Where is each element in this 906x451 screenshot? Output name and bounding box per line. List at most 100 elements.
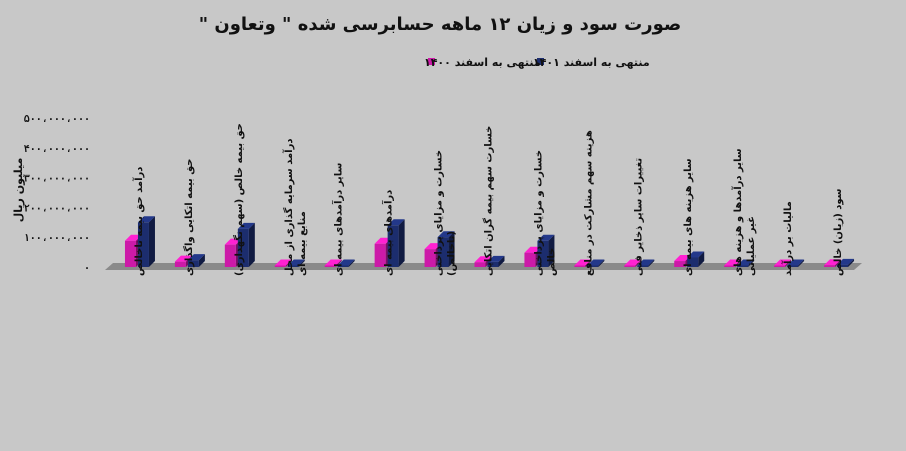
bar-1400 (324, 259, 342, 267)
bar-top (324, 259, 342, 266)
bar-1400 (824, 259, 842, 267)
bar-top (274, 259, 292, 266)
category-label: درآمد حق بیمه ناخالص (132, 167, 145, 276)
bar-front (624, 265, 636, 267)
category-label-line: مالیات بر درآمد (781, 201, 794, 276)
bar-1401 (737, 259, 755, 267)
y-axis-ticks: ۰ ۱۰۰،۰۰۰،۰۰۰ ۲۰۰،۰۰۰،۰۰۰ ۳۰۰،۰۰۰،۰۰۰ ۴۰۰،۰۰… (24, 114, 90, 274)
bar-top (837, 258, 855, 265)
category-label: درآمد سرمایه گذاری از محل منابع بیمه ای (282, 139, 308, 276)
category-label-line: حق بیمه اتکایی واگذاری (182, 159, 195, 276)
bar-front (637, 265, 649, 267)
category-label: حق بیمه خالص (سهم نگهداری) (232, 123, 245, 276)
bar-top (287, 259, 305, 266)
bar-front (837, 264, 849, 267)
y-axis-label: میلیون ریال (12, 158, 25, 223)
bar-side (548, 234, 555, 267)
bar-front (587, 265, 599, 267)
bar-1400 (274, 259, 292, 267)
bar-front (224, 244, 236, 267)
bar-side (635, 259, 642, 267)
bar-front (424, 249, 436, 267)
bar-front (724, 265, 736, 267)
legend: منتهی به اسفند ۱۴۰۱ منتهی به اسفند ۱۴۰۰ (424, 56, 650, 69)
bar-front (824, 265, 836, 267)
bar-front (137, 222, 149, 267)
category-label-line: سایر درآمدهای بیمه ای (332, 162, 345, 276)
bar-side (448, 231, 455, 267)
category-label: سایر درآمدها و هزینه های غیر عملیاتی (731, 148, 757, 276)
legend-swatch-1401 (537, 58, 544, 65)
bar-side (398, 219, 405, 267)
category-label-line: خسارت و مزایای پرداختی (533, 150, 544, 276)
category-label-line: منابع بیمه ای (297, 211, 308, 276)
category-label-line: خسارت و مزایای پرداختی (434, 150, 445, 276)
bar-top (424, 243, 442, 250)
bar-side (335, 259, 342, 267)
bar-top (224, 238, 242, 245)
category-label: سود (زیان) خالص (833, 188, 844, 276)
category-label-line: درآمدهای بیمه ای (382, 190, 395, 276)
bar-top (137, 216, 155, 223)
bar-1400 (624, 259, 642, 267)
bar-1401 (687, 251, 705, 267)
bar-side (698, 251, 705, 267)
bar-1401 (337, 259, 355, 267)
bar-side (735, 259, 742, 267)
bar-1401 (587, 259, 605, 267)
y-tick-label: ۱۰۰،۰۰۰،۰۰۰ (24, 233, 90, 244)
bar-side (148, 216, 155, 267)
bar-1401 (787, 259, 805, 267)
bar-1401 (387, 219, 405, 267)
category-label-line: خسارت سهم بیمه گران اتکایی (482, 126, 495, 276)
category-label: تغییرات سایر ذخایر فنی (633, 158, 644, 276)
bar-1401 (837, 258, 855, 267)
bar-front (537, 240, 549, 267)
y-tick-label: ۴۰۰،۰۰۰،۰۰۰ (24, 144, 90, 155)
bar-front (324, 265, 336, 267)
y-tick-label: ۵۰۰،۰۰۰،۰۰۰ (24, 114, 90, 125)
bar-1401 (237, 222, 255, 267)
legend-label-1401: منتهی به اسفند ۱۴۰۱ (533, 56, 650, 69)
bar-top (637, 259, 655, 266)
bar-side (748, 259, 755, 267)
bar-front (474, 262, 486, 267)
bar-top (724, 259, 742, 266)
bar-top (574, 259, 592, 266)
bar-top (824, 259, 842, 266)
bar-side (348, 259, 355, 267)
y-tick-label: ۰ (84, 263, 90, 274)
bar-front (774, 265, 786, 267)
bar-top (674, 255, 692, 262)
bar-top (537, 234, 555, 241)
bar-top (524, 246, 542, 253)
bar-front (437, 237, 449, 267)
bar-1401 (137, 216, 155, 267)
bar-side (798, 259, 805, 267)
bar-top (374, 237, 392, 244)
bar-top (624, 259, 642, 266)
bar-top (187, 254, 205, 261)
bar-side (785, 259, 792, 267)
bar-side (248, 222, 255, 267)
bar-1400 (774, 259, 792, 267)
y-tick-label: ۲۰۰،۰۰۰،۰۰۰ (24, 203, 90, 214)
bar-front (187, 260, 199, 267)
bar-side (298, 259, 305, 267)
bar-front (374, 243, 386, 267)
category-label: خسارت سهم بیمه گران اتکایی (482, 126, 495, 276)
legend-label-1400: منتهی به اسفند ۱۴۰۰ (424, 56, 541, 69)
category-label-line: حق بیمه خالص (سهم نگهداری) (232, 123, 245, 276)
bar-top (237, 222, 255, 229)
bar-front (237, 228, 249, 267)
bar-top (474, 256, 492, 263)
category-label-line: هزینه سهم مشارکت در منافع (583, 130, 594, 276)
category-label: مالیات بر درآمد (781, 201, 794, 276)
legend-swatch-1400 (428, 58, 435, 65)
bar-front (687, 257, 699, 267)
bar-front (674, 261, 686, 267)
bar-side (285, 259, 292, 267)
category-label: درآمدهای بیمه ای (382, 190, 395, 276)
bar-1401 (487, 255, 505, 267)
